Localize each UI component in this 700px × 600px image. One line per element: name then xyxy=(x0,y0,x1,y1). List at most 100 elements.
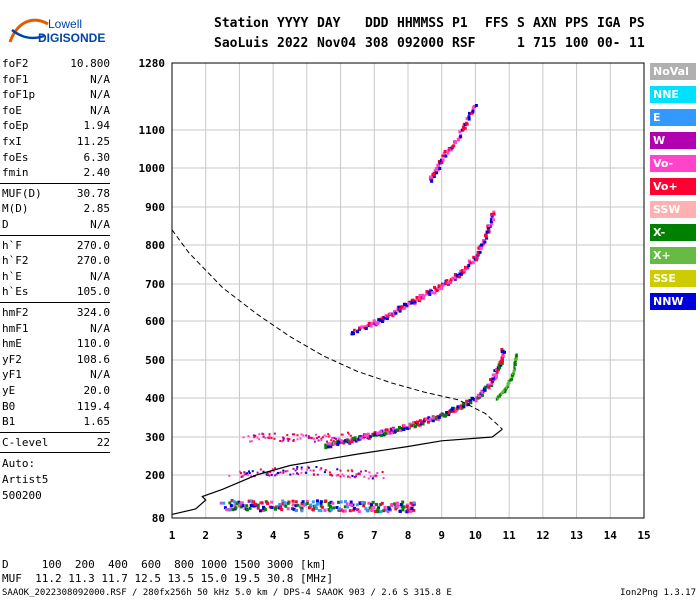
echo-point xyxy=(327,501,331,505)
echo-point xyxy=(360,470,362,473)
x-tick-label: 3 xyxy=(236,529,243,542)
echo-point xyxy=(251,470,254,473)
echo-point xyxy=(468,111,471,115)
echo-point xyxy=(418,299,422,303)
y-tick-label: 900 xyxy=(145,201,165,214)
echo-point xyxy=(319,468,322,471)
file-info: SAAOK_2022308092000.RSF / 280fx256h 50 k… xyxy=(2,588,452,598)
echo-point xyxy=(348,509,352,513)
echo-point xyxy=(503,350,506,354)
echo-point xyxy=(382,433,386,437)
echo-point xyxy=(274,507,277,511)
echo-point xyxy=(487,385,491,389)
trace-es-trace xyxy=(219,499,416,514)
echo-point xyxy=(451,145,455,149)
echo-point xyxy=(497,395,500,399)
echo-point xyxy=(284,470,287,473)
echo-point xyxy=(365,509,369,513)
param-label: fmin xyxy=(2,166,29,180)
echo-point xyxy=(273,437,276,440)
echo-point xyxy=(462,127,465,131)
echo-point xyxy=(268,505,272,509)
header-value-axn: 715 xyxy=(533,36,557,51)
echo-point xyxy=(513,363,515,367)
echo-point xyxy=(338,508,342,512)
echo-point xyxy=(449,148,453,152)
echo-point xyxy=(294,504,298,508)
echo-point xyxy=(286,469,289,472)
auto-scaling-text: Auto: xyxy=(2,457,36,471)
param-value: N/A xyxy=(90,321,110,335)
echo-point xyxy=(270,436,273,439)
echo-point xyxy=(342,474,345,477)
echo-point xyxy=(390,431,394,435)
echo-point xyxy=(287,439,290,442)
echo-point xyxy=(258,433,261,436)
echo-point xyxy=(500,392,503,395)
echo-point xyxy=(339,475,342,478)
echo-point xyxy=(433,291,437,295)
echo-point xyxy=(305,471,308,474)
echo-point xyxy=(313,473,315,476)
trace-f-trace-o xyxy=(324,348,506,450)
echo-point xyxy=(350,468,353,471)
echo-point xyxy=(294,469,297,472)
echo-point xyxy=(339,500,343,504)
echo-point xyxy=(365,434,369,438)
echo-point xyxy=(416,420,419,424)
echo-point xyxy=(266,471,269,474)
echo-point xyxy=(369,324,373,328)
echo-point xyxy=(269,471,272,473)
echo-point xyxy=(376,510,380,514)
echo-point xyxy=(436,287,440,290)
echo-point xyxy=(402,505,406,509)
echo-point xyxy=(343,509,347,513)
echo-point xyxy=(456,273,459,277)
echo-point xyxy=(386,315,390,318)
echo-point xyxy=(249,499,253,503)
echo-point xyxy=(478,246,481,250)
echo-point xyxy=(474,396,478,400)
echo-point xyxy=(459,404,463,408)
echo-point xyxy=(445,411,449,414)
echo-point xyxy=(403,306,407,310)
echo-point xyxy=(278,502,282,506)
echo-point xyxy=(333,437,336,439)
echo-point xyxy=(239,501,243,505)
echo-point xyxy=(319,509,323,513)
echo-point xyxy=(326,442,330,446)
echo-point xyxy=(302,434,305,437)
y-tick-label: 80 xyxy=(152,512,165,525)
echo-point xyxy=(268,433,271,436)
param-value: 10.800 xyxy=(70,57,110,70)
echo-point xyxy=(480,393,484,397)
param-value: 2.40 xyxy=(83,166,111,180)
echo-point xyxy=(324,443,328,447)
echo-point xyxy=(362,504,366,508)
x-tick-label: 11 xyxy=(503,529,517,542)
param-row: D N/A xyxy=(2,217,110,232)
header-value-hhmmss: 092000 xyxy=(397,36,444,51)
echo-point xyxy=(270,500,274,504)
echo-point xyxy=(374,321,378,325)
header-label-ddd: DDD xyxy=(365,16,389,31)
echo-point xyxy=(406,426,410,430)
echo-point xyxy=(237,500,241,504)
echo-point xyxy=(262,433,265,436)
echo-point xyxy=(504,387,507,391)
param-row: yF1 N/A xyxy=(2,367,110,382)
digisonde-logo: Lowell DIGISONDE xyxy=(4,8,109,50)
echo-point xyxy=(456,137,460,141)
echo-point xyxy=(300,468,303,471)
echo-point xyxy=(413,300,417,304)
param-row: hmE 110.0 xyxy=(2,336,110,351)
echo-point xyxy=(372,475,375,478)
echo-point xyxy=(324,499,328,503)
echo-point xyxy=(451,276,455,280)
echo-point xyxy=(467,117,471,121)
echo-point xyxy=(458,275,461,279)
echo-point xyxy=(241,475,244,478)
param-label: MUF(D) xyxy=(2,186,42,200)
echo-point xyxy=(363,475,366,478)
